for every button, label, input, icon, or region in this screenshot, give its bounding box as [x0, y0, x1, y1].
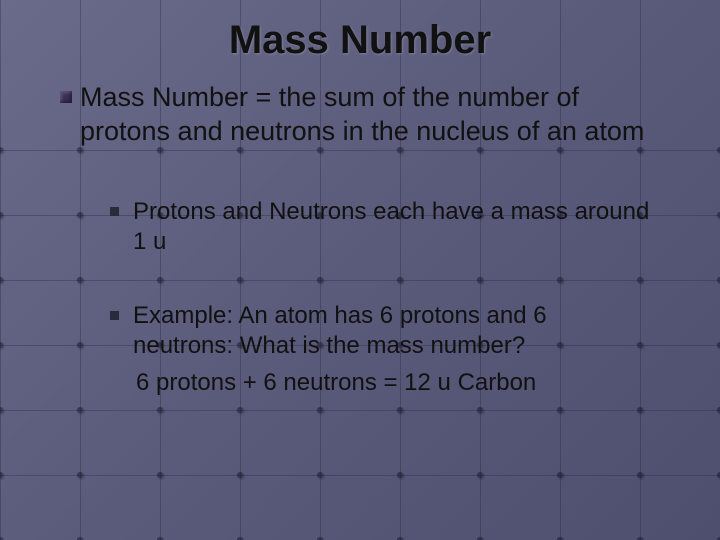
square-bullet-icon — [60, 91, 72, 103]
sub-bullet-text: Example: An atom has 6 protons and 6 neu… — [133, 301, 650, 361]
small-square-bullet-icon — [110, 207, 119, 216]
main-bullet: Mass Number = the sum of the number of p… — [60, 81, 670, 149]
sub-bullet-text: Protons and Neutrons each have a mass ar… — [133, 197, 650, 257]
sub-bullet: Protons and Neutrons each have a mass ar… — [110, 197, 650, 257]
example-answer-text: 6 protons + 6 neutrons = 12 u Carbon — [136, 367, 660, 398]
small-square-bullet-icon — [110, 311, 119, 320]
slide-title: Mass Number — [40, 18, 680, 63]
sub-bullet: Example: An atom has 6 protons and 6 neu… — [110, 301, 650, 361]
slide: Mass Number Mass Number = the sum of the… — [0, 0, 720, 540]
slide-content: Mass Number Mass Number = the sum of the… — [0, 0, 720, 398]
main-bullet-text: Mass Number = the sum of the number of p… — [80, 81, 670, 149]
